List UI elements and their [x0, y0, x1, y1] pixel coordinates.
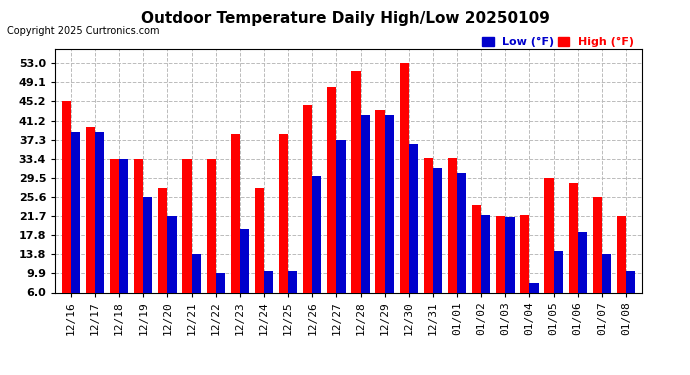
Bar: [182, 159, 192, 292]
Bar: [255, 188, 264, 292]
Bar: [119, 159, 128, 292]
Bar: [569, 183, 578, 292]
Bar: [553, 251, 563, 292]
Bar: [351, 70, 360, 292]
Bar: [168, 216, 177, 292]
Bar: [61, 101, 71, 292]
Bar: [337, 140, 346, 292]
Bar: [375, 110, 384, 292]
Text: Copyright 2025 Curtronics.com: Copyright 2025 Curtronics.com: [7, 26, 159, 36]
Bar: [95, 132, 104, 292]
Bar: [448, 158, 457, 292]
Bar: [240, 229, 249, 292]
Bar: [86, 127, 95, 292]
Bar: [496, 216, 505, 292]
Legend: Low (°F), High (°F): Low (°F), High (°F): [480, 35, 636, 50]
Bar: [144, 197, 152, 292]
Bar: [602, 255, 611, 292]
Bar: [279, 134, 288, 292]
Bar: [360, 115, 370, 292]
Bar: [216, 273, 225, 292]
Bar: [327, 87, 337, 292]
Bar: [617, 216, 626, 292]
Bar: [424, 158, 433, 292]
Bar: [529, 283, 539, 292]
Bar: [544, 178, 553, 292]
Bar: [520, 214, 529, 292]
Bar: [384, 115, 394, 292]
Bar: [578, 231, 587, 292]
Bar: [408, 144, 418, 292]
Bar: [303, 105, 313, 292]
Bar: [206, 159, 216, 292]
Bar: [593, 197, 602, 292]
Bar: [626, 271, 635, 292]
Bar: [158, 188, 168, 292]
Bar: [110, 159, 119, 292]
Bar: [192, 255, 201, 292]
Bar: [400, 63, 408, 292]
Bar: [71, 132, 80, 292]
Bar: [264, 271, 273, 292]
Bar: [313, 176, 322, 292]
Bar: [230, 134, 240, 292]
Bar: [134, 159, 144, 292]
Bar: [288, 271, 297, 292]
Bar: [505, 217, 515, 292]
Bar: [433, 168, 442, 292]
Bar: [472, 205, 481, 292]
Text: Outdoor Temperature Daily High/Low 20250109: Outdoor Temperature Daily High/Low 20250…: [141, 11, 549, 26]
Bar: [457, 173, 466, 292]
Bar: [481, 214, 491, 292]
